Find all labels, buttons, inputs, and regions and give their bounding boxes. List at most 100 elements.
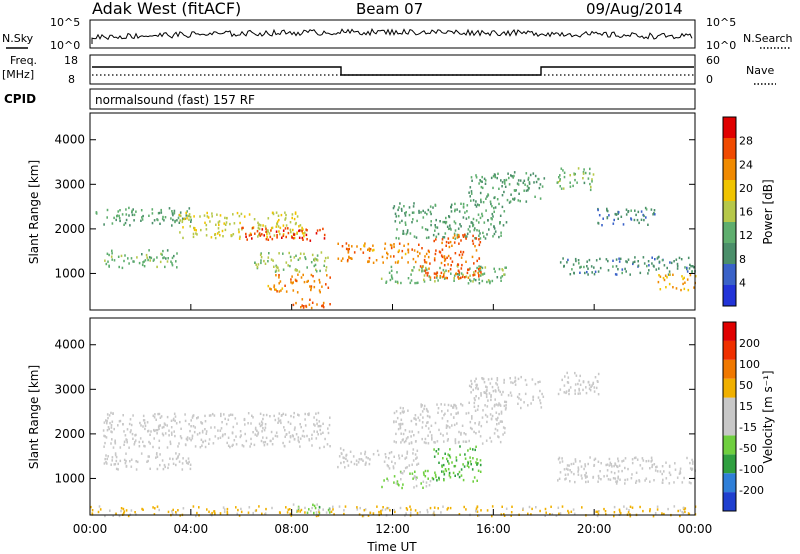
power-cell [456, 233, 459, 237]
vel-cell [349, 450, 352, 453]
power-cell [267, 260, 269, 263]
power-cell [471, 239, 474, 243]
power-cell [461, 253, 464, 256]
vel-cell [577, 470, 579, 473]
vel-cell [393, 455, 395, 458]
vel-cell [567, 376, 570, 379]
vel-cell [161, 459, 164, 462]
power-cell [577, 167, 580, 170]
power-cell [123, 259, 125, 263]
power-cell [133, 213, 136, 217]
vel-cell [530, 513, 532, 516]
vel-cell [610, 463, 612, 466]
vel-cell [338, 455, 341, 458]
vel-cell [663, 512, 665, 516]
vel-cell [332, 505, 334, 508]
power-cell [634, 256, 636, 259]
vel-cell [608, 464, 611, 467]
power-cell [302, 228, 304, 231]
vel-cell [479, 435, 482, 438]
colorbar-swatch [723, 435, 736, 455]
vel-cell [647, 459, 650, 463]
vel-cell [162, 467, 165, 471]
colorbar-tick-label: -200 [739, 484, 764, 497]
power-cell [414, 281, 416, 285]
vel-cell [434, 421, 437, 425]
vel-cell [347, 464, 350, 467]
vel-cell [129, 460, 131, 463]
power-cell [633, 218, 636, 222]
vel-cell [484, 391, 486, 394]
vel-cell [584, 463, 586, 466]
vel-cell [195, 514, 197, 518]
power-cell [510, 193, 512, 196]
power-cell [157, 218, 159, 222]
velocity-colorbar-label: Velocity [m s⁻¹] [761, 370, 775, 463]
vel-cell [495, 403, 498, 406]
power-cell [108, 265, 110, 268]
vel-cell [299, 423, 301, 426]
vel-cell [505, 400, 508, 404]
power-cell [445, 216, 447, 220]
power-cell [481, 212, 483, 216]
power-cell [483, 272, 486, 275]
power-cell [429, 278, 432, 281]
vel-cell [159, 424, 161, 427]
vel-cell [387, 465, 390, 468]
vel-cell [473, 405, 476, 408]
vel-cell [480, 424, 483, 428]
vel-cell [326, 443, 329, 446]
power-cell [382, 261, 384, 264]
power-cell [175, 260, 177, 263]
power-cell [142, 214, 144, 218]
vel-cell [333, 513, 335, 516]
power-cell [684, 266, 686, 269]
power-cell [404, 223, 407, 226]
vel-cell [311, 506, 313, 510]
vel-cell [265, 507, 267, 511]
vel-cell [108, 427, 110, 431]
power-cell [469, 274, 471, 277]
power-cell [275, 269, 278, 272]
power-cell [481, 180, 483, 183]
vel-cell [484, 413, 487, 417]
power-cell [148, 249, 150, 252]
vel-cell [329, 508, 331, 511]
vel-cell [449, 506, 452, 510]
colorbar-tick-label: 16 [739, 206, 753, 219]
vel-cell [416, 511, 419, 515]
power-cell [427, 208, 430, 212]
vel-cell [438, 478, 440, 481]
power-cell [115, 218, 117, 222]
vel-cell [401, 472, 404, 475]
power-cell [669, 261, 671, 264]
power-cell [486, 280, 488, 284]
vel-cell [103, 434, 105, 438]
vel-cell [614, 462, 616, 465]
power-cell [256, 265, 259, 269]
vel-cell [304, 511, 306, 514]
power-cell [130, 257, 133, 260]
power-cell [494, 230, 497, 233]
power-cell [588, 258, 591, 262]
vel-cell [125, 452, 127, 455]
vel-cell [313, 511, 315, 515]
vel-cell [172, 418, 175, 422]
power-cell [367, 248, 369, 251]
vel-cell [103, 421, 106, 424]
power-cell [419, 252, 421, 255]
vel-cell [198, 506, 200, 509]
vel-cell [156, 432, 158, 435]
vel-cell [427, 469, 429, 473]
vel-cell [235, 435, 237, 438]
power-cell [268, 252, 270, 255]
vel-cell [358, 458, 361, 461]
vel-cell [191, 434, 194, 437]
power-cell [380, 277, 383, 280]
vel-cell [420, 482, 422, 485]
vel-cell [269, 415, 271, 418]
vel-cell [624, 482, 626, 485]
vel-cell [160, 415, 163, 418]
vel-cell [152, 414, 155, 417]
power-cell [435, 272, 437, 276]
